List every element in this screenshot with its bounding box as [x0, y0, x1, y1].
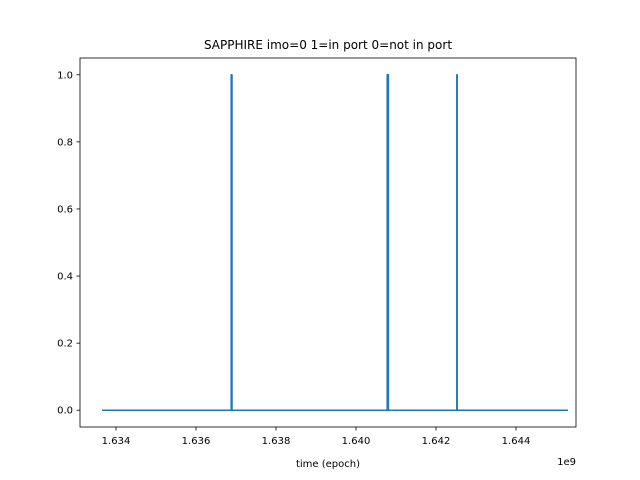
x-tick-label: 1.638 [262, 436, 291, 447]
x-tick-label: 1.634 [102, 436, 131, 447]
y-tick-label: 1.0 [57, 70, 73, 81]
chart-title: SAPPHIRE imo=0 1=in port 0=not in port [204, 38, 452, 52]
series-line [102, 74, 568, 411]
y-tick-label: 0.6 [57, 204, 73, 215]
x-tick-label: 1.636 [182, 436, 211, 447]
x-axis: 1.634 1.636 1.638 1.640 1.642 1.644 [102, 427, 531, 447]
x-tick-label: 1.640 [342, 436, 371, 447]
x-axis-offset-label: 1e9 [557, 457, 576, 468]
y-tick-label: 0.2 [57, 339, 73, 350]
x-tick-label: 1.642 [422, 436, 451, 447]
y-tick-label: 0.8 [57, 137, 73, 148]
y-tick-label: 0.4 [57, 272, 73, 283]
series-layer [102, 74, 568, 411]
x-axis-label: time (epoch) [296, 459, 360, 470]
x-tick-label: 1.644 [502, 436, 531, 447]
y-axis: 0.0 0.2 0.4 0.6 0.8 1.0 [57, 70, 80, 417]
axes-frame [79, 57, 577, 428]
y-tick-label: 0.0 [57, 406, 73, 417]
